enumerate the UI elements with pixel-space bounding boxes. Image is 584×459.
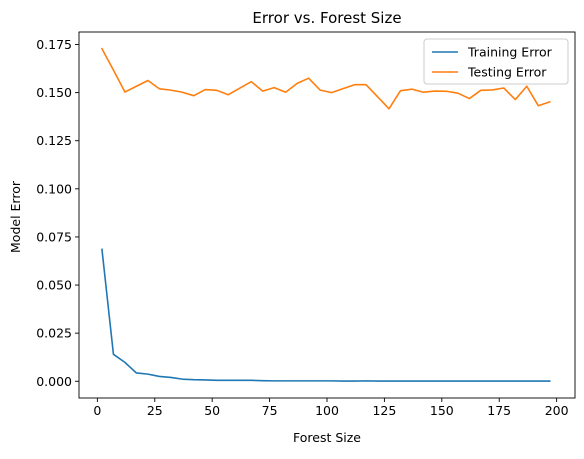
y-axis-label: Model Error [8,180,23,253]
y-tick-label: 0.000 [36,374,72,389]
plot-area [79,32,575,398]
legend-label-1: Training Error [467,45,553,60]
x-tick-label: 150 [430,403,454,418]
y-tick-label: 0.050 [36,278,72,293]
x-tick-label: 100 [315,403,339,418]
x-tick-label: 75 [262,403,278,418]
legend-label-2: Testing Error [467,65,547,80]
x-tick-label: 200 [545,403,569,418]
x-tick-label: 50 [204,403,220,418]
x-axis-label: Forest Size [293,430,361,445]
x-tick-label: 25 [147,403,163,418]
y-axis: 0.000 0.025 0.050 0.075 0.100 0.125 0.150 0.175 [36,37,79,389]
y-tick-label: 0.150 [36,85,72,100]
y-tick-label: 0.075 [36,229,72,244]
plot-frame [79,32,575,398]
y-tick-label: 0.125 [36,133,72,148]
y-tick-label: 0.025 [36,326,72,341]
x-tick-label: 175 [487,403,511,418]
x-tick-label: 0 [93,403,101,418]
y-tick-label: 0.100 [36,181,72,196]
x-axis: 0 25 50 75 100 125 150 175 200 [93,398,568,418]
series-line-1 [102,249,550,381]
chart-title: Error vs. Forest Size [252,9,401,27]
y-tick-label: 0.175 [36,37,72,52]
x-tick-label: 125 [372,403,396,418]
legend: Training Error Testing Error [424,39,568,84]
